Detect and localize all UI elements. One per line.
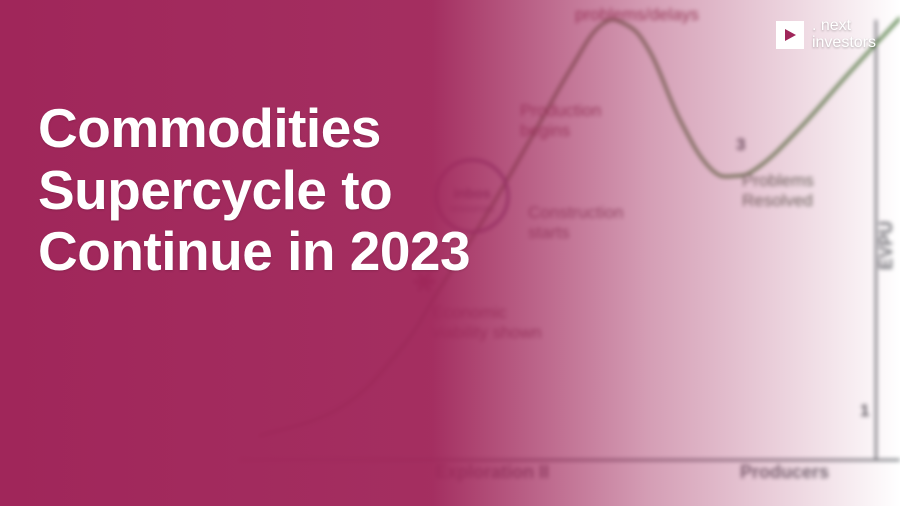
headline-text: Commodities Supercycle to Continue in 20… — [38, 98, 558, 283]
brand-line1: next — [821, 17, 851, 34]
brand-dot: . — [812, 17, 816, 34]
brand-line2: investors — [812, 34, 876, 51]
play-icon — [776, 21, 804, 49]
brand-text: . next investors — [812, 18, 876, 52]
thumbnail-canvas: Exploration IIProducersEVPUEconomicviabi… — [0, 0, 900, 506]
brand-logo: . next investors — [776, 18, 876, 52]
